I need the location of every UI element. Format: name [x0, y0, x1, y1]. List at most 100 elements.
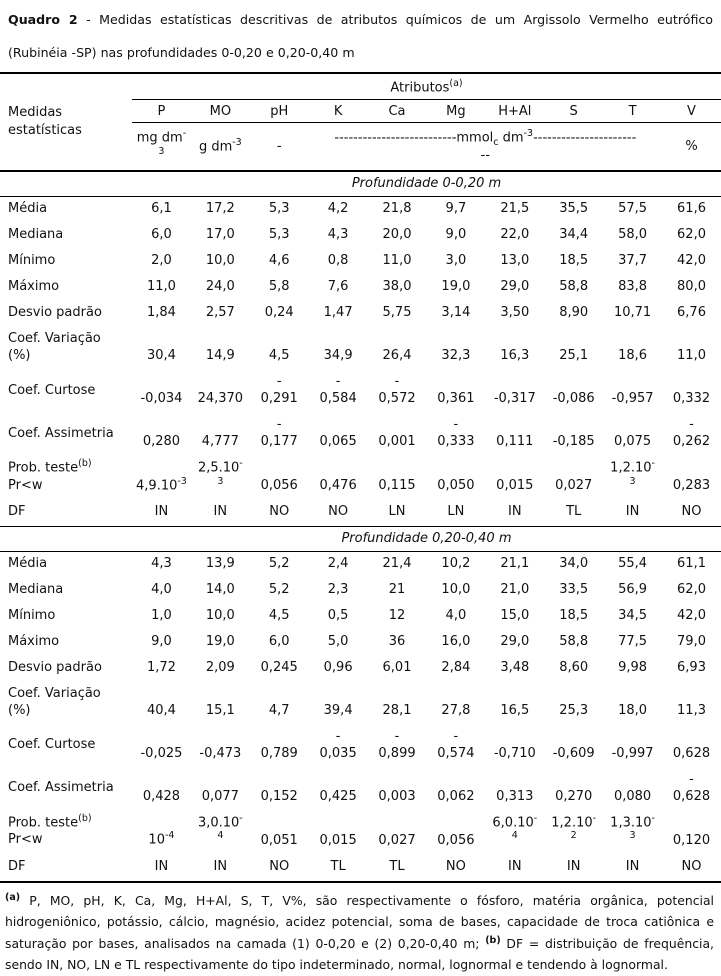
value-cell: 13,0	[500, 253, 530, 269]
row-label-column-header: Medidas estatísticas	[8, 105, 82, 139]
value-cell: 27,8	[441, 702, 471, 718]
value-cell: 0,96	[323, 659, 353, 675]
value-cell: 5,0	[327, 633, 349, 649]
value-cell: 0,027	[555, 477, 593, 493]
value-cell: TL	[330, 858, 346, 874]
section-heading-row: Profundidade 0-0,20 m	[0, 170, 721, 198]
value-cell: 83,8	[618, 279, 648, 295]
value-cell: 42,0	[677, 253, 706, 269]
value-cell: 79,0	[677, 633, 706, 649]
row-label: Mediana	[8, 581, 64, 597]
value-cell: -0,035	[319, 728, 357, 761]
value-cell: 11,0	[382, 253, 412, 269]
footnote: (a) P, MO, pH, K, Ca, Mg, H+Al, S, T, V%…	[5, 891, 714, 973]
row-label: Coef. Curtose	[8, 737, 96, 753]
column-header-s: S	[544, 99, 604, 124]
value-cell: 24,370	[197, 391, 244, 407]
table-row: Mínimo 2,0 10,0 4,6 0,8 11,0 3,0 13,0 18,5 37,7 42…	[0, 249, 721, 275]
value-cell: 0,027	[378, 832, 416, 848]
value-cell: 6,76	[677, 305, 706, 321]
value-cell: 4,777	[201, 434, 239, 450]
table-row: Prob. teste(b) Pr<w 4,9.10-3 2,5.10- 3 0,056 0…	[0, 456, 721, 500]
value-cell: 10,71	[613, 305, 652, 321]
value-cell: 5,8	[268, 279, 290, 295]
row-label: Prob. teste(b) Pr<w	[8, 458, 92, 493]
row-label: Mediana	[8, 227, 64, 243]
value-cell: 33,5	[559, 581, 589, 597]
value-cell: 0,8	[327, 253, 349, 269]
value-cell: 40,4	[146, 702, 176, 718]
value-cell: 35,5	[559, 201, 589, 217]
row-label: Mínimo	[8, 607, 56, 623]
table-row: Máximo 9,0 19,0 6,0 5,0 36 16,0 29,0 58,8 77,5 79,…	[0, 630, 721, 656]
value-cell: 18,6	[618, 348, 648, 364]
value-cell: -0,291	[260, 374, 298, 407]
value-cell: 6,0.10- 4	[492, 812, 538, 842]
value-cell: 39,4	[323, 702, 353, 718]
value-cell: 1,0	[151, 607, 172, 623]
section-heading-spacer	[0, 525, 132, 552]
row-label: Média	[8, 555, 48, 571]
value-cell: 0,5	[327, 607, 349, 623]
row-label: Média	[8, 201, 48, 217]
value-cell: 0,080	[613, 788, 652, 804]
value-cell: 5,3	[268, 201, 290, 217]
value-cell: IN	[154, 858, 169, 874]
row-label: Prob. teste(b) Pr<w	[8, 813, 92, 848]
value-cell: -0,584	[319, 374, 357, 407]
value-cell: 0,283	[672, 477, 711, 493]
value-cell: 0,077	[201, 788, 239, 804]
value-cell: 0,056	[260, 477, 298, 493]
value-cell: 0,062	[437, 788, 475, 804]
value-cell: 0,015	[319, 832, 357, 848]
value-cell: 19,0	[205, 633, 235, 649]
table-body: Profundidade 0-0,20 m Média 6,1 17,2 5,3 4,2 2…	[0, 170, 721, 881]
value-cell: 3,14	[441, 305, 471, 321]
value-cell: 0,425	[319, 788, 357, 804]
value-cell: 3,0	[445, 253, 467, 269]
value-cell: 2,09	[205, 659, 235, 675]
value-cell: -0,609	[552, 745, 595, 761]
value-cell: -0,997	[611, 745, 654, 761]
caption-line-2: (Rubinéia -SP) nas profundidades 0-0,20 …	[8, 45, 355, 60]
value-cell: 61,6	[677, 201, 706, 217]
value-cell: 0,152	[260, 788, 298, 804]
row-label: Máximo	[8, 279, 60, 295]
value-cell: 12	[388, 607, 406, 623]
value-cell: 15,1	[205, 702, 235, 718]
value-cell: 6,0	[151, 227, 172, 243]
value-cell: 4,7	[268, 702, 290, 718]
table-row: Coef. Variação (%) 40,4 15,1 4,7 39,4 28,1 27,8…	[0, 682, 721, 725]
value-cell: IN	[508, 503, 522, 519]
column-header-v: V	[662, 99, 721, 124]
value-cell: 16,0	[441, 633, 471, 649]
value-cell: 58,8	[559, 279, 589, 295]
column-header-mo: MO	[190, 99, 250, 124]
value-cell: -0,185	[552, 434, 595, 450]
value-cell: 4,0	[445, 607, 467, 623]
value-cell: IN	[213, 858, 228, 874]
value-cell: 3,0.10- 4	[197, 812, 243, 842]
value-cell: LN	[388, 503, 406, 519]
caption-table-number: Quadro 2	[8, 12, 78, 27]
value-cell: 58,8	[559, 633, 589, 649]
value-cell: 20,0	[382, 227, 412, 243]
table-row: Coef. Assimetria 0,428 0,077 0,152 0,425 0,00…	[0, 768, 721, 811]
value-cell: 2,5.10- 3	[197, 458, 243, 487]
value-cell: -0,034	[140, 391, 183, 407]
value-cell: 4,3	[327, 227, 349, 243]
value-cell: 14,9	[205, 348, 235, 364]
table-header: Medidas estatísticas Atributos(a) P MO pH…	[0, 73, 721, 171]
value-cell: 1,2.10- 3	[610, 458, 655, 487]
value-cell: IN	[625, 503, 640, 519]
value-cell: 0,015	[496, 477, 534, 493]
value-cell: 34,4	[559, 227, 589, 243]
value-cell: 42,0	[677, 607, 706, 623]
column-header-p: P	[132, 99, 191, 124]
value-cell: 21,8	[382, 201, 412, 217]
value-cell: 9,7	[445, 201, 467, 217]
value-cell: 62,0	[677, 227, 706, 243]
value-cell: 5,2	[268, 581, 290, 597]
value-cell: -0,710	[493, 745, 536, 761]
